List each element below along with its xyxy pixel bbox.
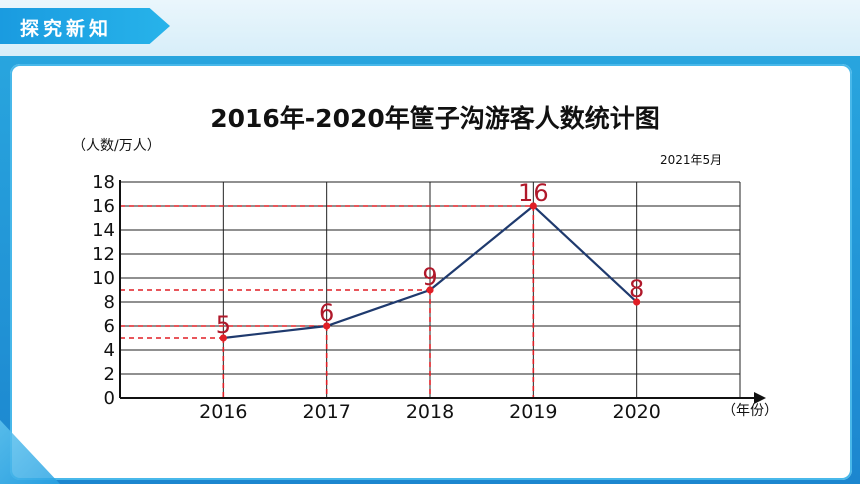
y-tick-label: 4 xyxy=(104,340,115,361)
chart-title: 2016年-2020年筐子沟游客人数统计图 xyxy=(210,104,660,133)
data-label: 5 xyxy=(216,311,231,339)
y-tick-label: 2 xyxy=(104,364,115,385)
y-tick-label: 14 xyxy=(92,220,115,241)
y-tick-label: 10 xyxy=(92,268,115,289)
x-axis-arrow xyxy=(754,392,766,404)
y-tick-label: 16 xyxy=(92,196,115,217)
data-point xyxy=(219,334,227,342)
data-label: 6 xyxy=(319,299,334,327)
x-tick-label: 2020 xyxy=(612,401,660,423)
data-point xyxy=(529,202,537,210)
x-tick-label: 2019 xyxy=(509,401,557,423)
date-note: 2021年5月 xyxy=(660,153,722,167)
section-title: 探究新知 xyxy=(20,18,113,40)
y-tick-label: 18 xyxy=(92,172,115,193)
data-point xyxy=(323,322,331,330)
x-axis-label: （年份） xyxy=(722,403,778,419)
data-label: 16 xyxy=(518,179,549,207)
x-tick-label: 2016 xyxy=(199,401,247,423)
data-point xyxy=(633,298,641,306)
content-card xyxy=(10,64,852,480)
x-tick-label: 2018 xyxy=(406,401,454,423)
data-point xyxy=(426,286,434,294)
data-label: 8 xyxy=(629,275,644,303)
y-tick-label: 0 xyxy=(104,388,115,409)
y-tick-label: 12 xyxy=(92,244,115,265)
section-tab xyxy=(0,8,170,44)
y-axis-label: （人数/万人） xyxy=(72,138,161,154)
x-tick-label: 2017 xyxy=(302,401,350,423)
y-tick-label: 6 xyxy=(104,316,115,337)
data-label: 9 xyxy=(422,263,437,291)
y-tick-label: 8 xyxy=(104,292,115,313)
